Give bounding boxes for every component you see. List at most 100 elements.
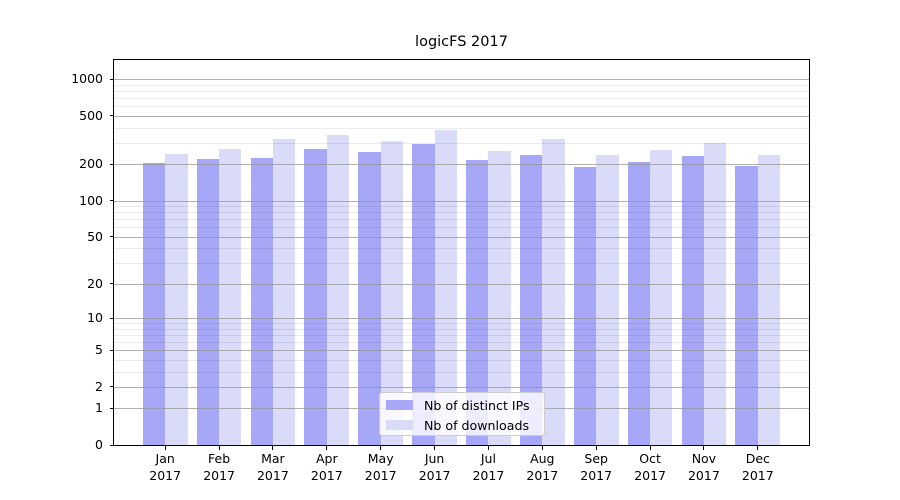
x-tick-label: Dec 2017: [730, 451, 786, 484]
x-tick: [757, 446, 759, 450]
legend-item: Nb of downloads: [380, 415, 544, 435]
x-tick-label: Feb 2017: [191, 451, 247, 484]
x-tick: [164, 446, 166, 450]
gridline-minor: [114, 142, 809, 144]
y-tick-label: 50: [87, 228, 103, 244]
x-tick: [380, 446, 382, 450]
gridline-minor: [114, 212, 809, 214]
bar-distinct-ips: [304, 148, 327, 445]
y-tick-label: 5: [95, 342, 103, 358]
legend-item: Nb of distinct IPs: [380, 395, 544, 415]
y-tick-label: 10: [87, 310, 103, 325]
gridline-minor: [114, 263, 809, 265]
bar-downloads: [650, 150, 673, 445]
x-tick-year: 2017: [256, 467, 289, 483]
bar-distinct-ips: [412, 144, 435, 445]
x-tick-year: 2017: [472, 467, 505, 483]
bar-downloads: [488, 151, 511, 445]
x-tick: [434, 446, 436, 450]
y-tick: [110, 115, 114, 117]
x-tick-label: Nov 2017: [676, 451, 732, 484]
gridline-major: [114, 115, 809, 117]
gridline-minor: [114, 334, 809, 336]
gridline-minor: [114, 91, 809, 92]
y-tick: [110, 236, 114, 238]
x-tick-label: Jul 2017: [460, 451, 516, 484]
y-tick: [110, 349, 114, 351]
x-tick-label: Oct 2017: [622, 451, 678, 484]
bar-downloads: [272, 139, 296, 445]
x-tick-month: Dec: [745, 451, 770, 466]
y-tick-label: 100: [79, 192, 103, 208]
x-tick-month: Jan: [155, 451, 175, 466]
gridline-major: [114, 386, 809, 388]
x-tick-label: Jan 2017: [137, 451, 193, 484]
x-tick-label: Mar 2017: [245, 451, 301, 484]
plot-area: [113, 59, 810, 446]
bar-downloads: [219, 148, 242, 445]
gridline-minor: [114, 84, 809, 86]
gridline-minor: [114, 227, 809, 229]
y-tick: [110, 78, 114, 80]
x-tick-month: Mar: [261, 451, 285, 466]
bar-downloads: [757, 154, 781, 445]
bar-downloads: [703, 143, 727, 445]
x-tick-year: 2017: [364, 467, 397, 483]
x-tick-label: May 2017: [353, 451, 409, 484]
x-tick-month: Nov: [691, 451, 717, 466]
x-tick: [595, 446, 597, 450]
x-tick-year: 2017: [149, 467, 182, 483]
bar-distinct-ips: [466, 160, 489, 445]
x-tick-month: Aug: [530, 451, 555, 466]
x-tick-label: Jun 2017: [407, 451, 463, 484]
y-tick: [110, 386, 114, 388]
bar-distinct-ips: [735, 166, 758, 445]
x-tick-year: 2017: [634, 467, 666, 483]
y-tick-label: 1000: [71, 71, 103, 87]
gridline-minor: [114, 127, 809, 129]
bar-distinct-ips: [627, 161, 651, 445]
gridline-major: [114, 79, 809, 81]
x-tick-year: 2017: [687, 467, 720, 483]
x-tick: [649, 446, 651, 450]
x-tick-label: Sep 2017: [568, 451, 624, 484]
y-tick: [110, 444, 114, 446]
gridline-major: [114, 318, 809, 319]
x-tick-label: Apr 2017: [299, 451, 355, 484]
x-tick-month: Feb: [208, 451, 231, 466]
chart-title: logicFS 2017: [415, 34, 508, 50]
bar-distinct-ips: [196, 159, 220, 445]
bar-downloads: [380, 140, 404, 445]
legend-label: Nb of downloads: [424, 417, 530, 433]
gridline-minor: [114, 248, 809, 250]
y-tick: [110, 200, 114, 202]
x-tick-year: 2017: [580, 467, 613, 483]
x-tick: [218, 446, 220, 450]
y-tick: [110, 317, 114, 319]
gridline-minor: [114, 323, 809, 325]
x-tick-year: 2017: [310, 467, 343, 483]
x-tick-month: Jul: [480, 451, 496, 466]
y-tick: [110, 283, 114, 285]
x-tick-year: 2017: [741, 467, 774, 483]
gridline-minor: [114, 98, 809, 100]
legend: Nb of distinct IPs Nb of downloads: [379, 392, 545, 436]
bar-downloads: [542, 139, 565, 445]
x-tick-month: Jun: [424, 451, 445, 466]
x-tick-label: Aug 2017: [514, 451, 570, 484]
gridline-minor: [114, 106, 809, 108]
legend-swatch-distinct-ips: [386, 400, 413, 410]
x-tick-month: Apr: [315, 451, 338, 466]
gridline-major: [114, 283, 809, 285]
gridline-minor: [114, 342, 809, 343]
y-tick-label: 1: [95, 400, 103, 416]
bar-downloads: [596, 154, 619, 445]
y-tick-label: 500: [79, 107, 103, 123]
y-tick-label: 20: [87, 275, 103, 291]
x-tick-month: Oct: [639, 451, 661, 466]
legend-label: Nb of distinct IPs: [424, 397, 530, 413]
x-tick-year: 2017: [203, 467, 235, 483]
bar-distinct-ips: [681, 156, 704, 445]
x-tick-year: 2017: [418, 467, 451, 483]
